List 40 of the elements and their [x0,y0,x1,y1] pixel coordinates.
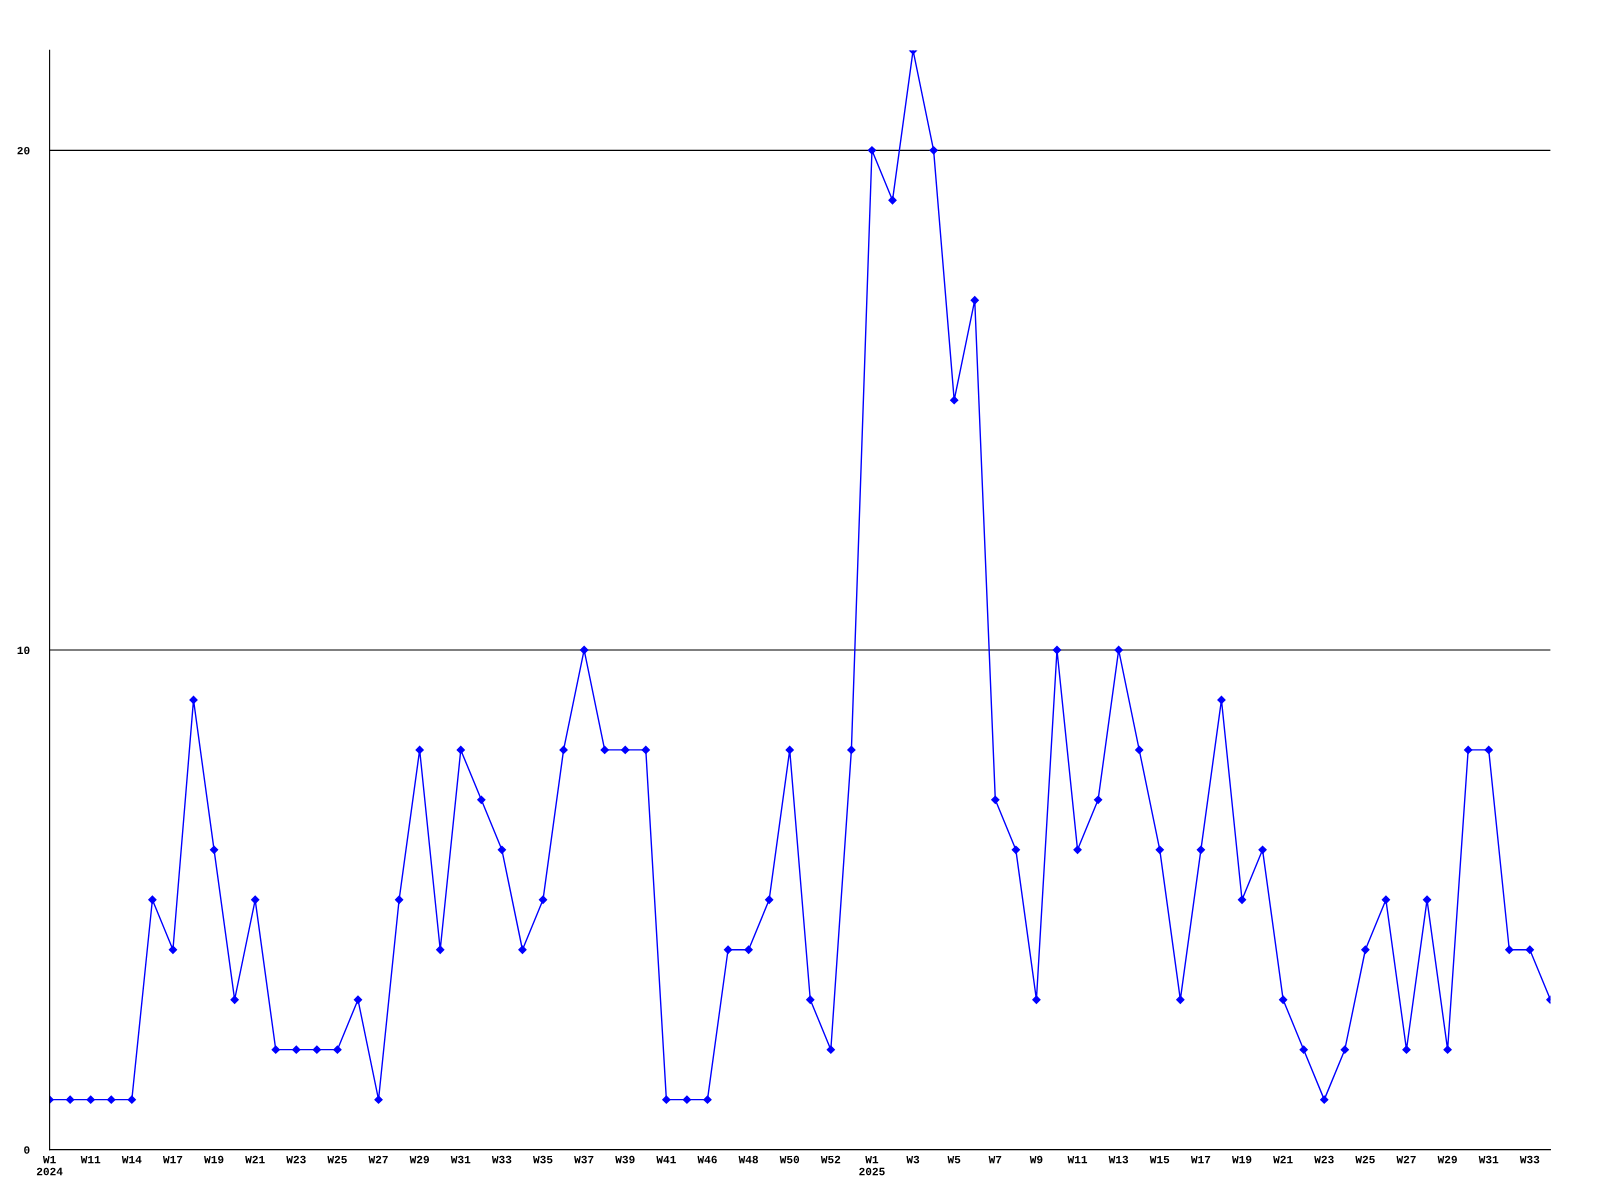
x-tick-label: W29 [409,1155,429,1164]
x-tick-label: W11 [1067,1155,1088,1164]
x-tick-label: W1 2025 [859,1155,885,1176]
x-tick-label: W39 [615,1155,635,1164]
x-tick-label: W25 [327,1155,347,1164]
x-tick-label: W48 [738,1155,759,1164]
x-tick-label: W19 [1232,1155,1252,1164]
y-tick-label: 0 [24,1146,30,1154]
x-tick-label: W27 [1396,1155,1416,1164]
x-tick-label: W15 [1149,1155,1170,1164]
x-tick-label: W11 [80,1155,101,1164]
x-tick-label: W17 [1190,1155,1211,1164]
x-tick-label: W21 [245,1155,265,1164]
x-tick-label: W50 [779,1155,800,1164]
x-tick-label: W31 [450,1155,471,1164]
x-tick-label: W33 [491,1155,512,1164]
x-tick-label: W41 [656,1155,676,1164]
x-tick-label: W35 [533,1155,553,1164]
x-tick-label: W23 [286,1155,306,1164]
x-tick-label: W17 [162,1155,183,1164]
x-tick-label: W29 [1437,1155,1457,1164]
x-tick-label: W21 [1273,1155,1293,1164]
x-tick-label: W52 [820,1155,841,1164]
x-tick-label: W14 [121,1155,142,1164]
x-tick-label: W3 [906,1155,920,1164]
x-tick-label: W31 [1478,1155,1499,1164]
y-tick-label: 10 [17,646,30,655]
x-tick-label: W7 [988,1155,1002,1164]
x-tick-label: W9 [1029,1155,1043,1164]
x-tick-label: W5 [947,1155,961,1164]
x-tick-label: W23 [1314,1155,1334,1164]
x-tick-label: W27 [368,1155,388,1164]
y-tick-label: 20 [17,146,30,155]
x-tick-label: W25 [1355,1155,1375,1164]
x-tick-label: W1 2024 [36,1155,63,1176]
x-tick-label: W13 [1108,1155,1129,1164]
x-tick-label: W37 [574,1155,594,1164]
x-tick-label: W19 [204,1155,224,1164]
x-tick-label: W46 [697,1155,717,1164]
x-tick-label: W33 [1519,1155,1540,1164]
